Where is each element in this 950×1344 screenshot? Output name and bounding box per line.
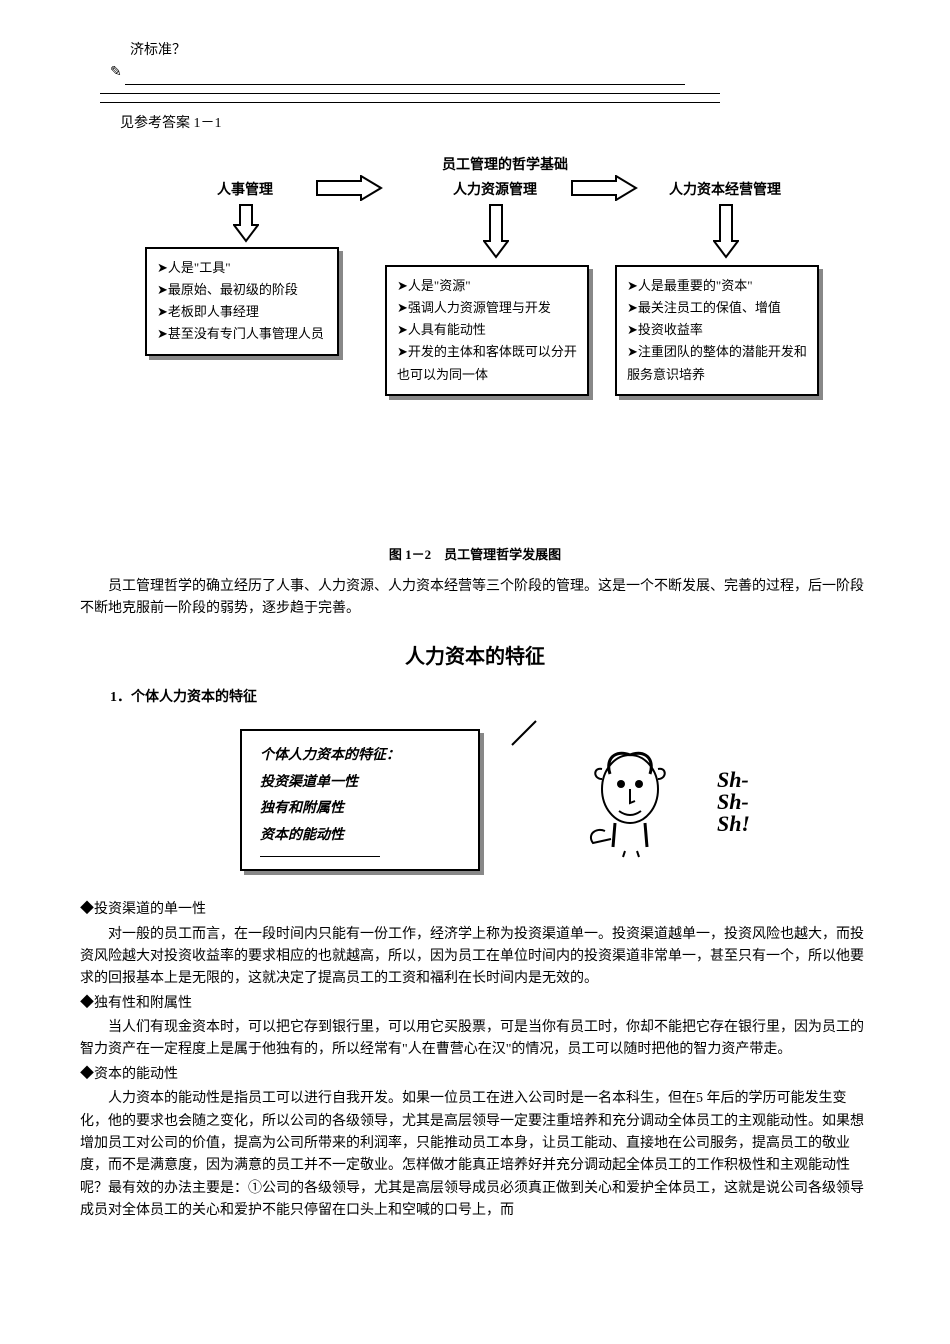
pencil-line: ✎ xyxy=(110,62,870,84)
box-col1: ➤人是"工具" ➤最原始、最初级的阶段 ➤老板即人事经理 ➤甚至没有专门人事管理… xyxy=(145,247,339,355)
paragraph: 员工管理哲学的确立经历了人事、人力资源、人力资本经营等三个阶段的管理。这是一个不… xyxy=(80,576,870,621)
feature-heading: ◆投资渠道的单一性 xyxy=(80,899,870,921)
paragraph: 对一般的员工而言，在一段时间内只能有一份工作，经济学上称为投资渠道单一。投资渠道… xyxy=(80,924,870,991)
rule-line xyxy=(100,102,720,103)
diagram-caption: 图 1－2 员工管理哲学发展图 xyxy=(80,545,870,566)
underline xyxy=(260,856,380,857)
bullet: ➤老板即人事经理 xyxy=(157,301,327,323)
paragraph: 人力资本的能动性是指员工可以进行自我开发。如果一位员工在进入公司时是一名本科生，… xyxy=(80,1088,870,1222)
bullet: ➤人是"工具" xyxy=(157,257,327,279)
box-col2: ➤人是"资源" ➤强调人力资源管理与开发 ➤人具有能动性 ➤开发的主体和客体既可… xyxy=(385,265,589,395)
ref-answer: 见参考答案 1－1 xyxy=(120,113,870,135)
bullet: ➤人具有能动性 xyxy=(397,319,577,341)
bullet: ➤人是"资源" xyxy=(397,275,577,297)
sub-title: 1．个体人力资本的特征 xyxy=(110,687,870,709)
feature-box-line: 投资渠道单一性 xyxy=(260,770,460,797)
feature-heading: ◆独有性和附属性 xyxy=(80,993,870,1015)
bullet: ➤人是最重要的"资本" xyxy=(627,275,807,297)
bullet: ➤最原始、最初级的阶段 xyxy=(157,279,327,301)
arrow-down-icon xyxy=(233,203,259,251)
bullet: ➤注重团队的整体的潜能开发和服务意识培养 xyxy=(627,341,807,385)
sh-text: Sh! xyxy=(717,813,750,835)
arrow-right-icon xyxy=(570,175,640,209)
feature-box-line: 独有和附属性 xyxy=(260,796,460,823)
arrow-down-icon xyxy=(483,203,509,267)
box-col3: ➤人是最重要的"资本" ➤最关注员工的保值、增值 ➤投资收益率 ➤注重团队的整体… xyxy=(615,265,819,395)
section-title: 人力资本的特征 xyxy=(80,641,870,673)
paragraph: 当人们有现金资本时，可以把它存到银行里，可以用它买股票，可是当你有员工时，你却不… xyxy=(80,1017,870,1062)
bullet: ➤开发的主体和客体既可以分开也可以为同一体 xyxy=(397,341,577,385)
feature-box-title: 个体人力资本的特征： xyxy=(260,743,460,770)
rule-line xyxy=(100,93,720,94)
col2-label: 人力资源管理 xyxy=(425,180,565,202)
body-text: ◆投资渠道的单一性 对一般的员工而言，在一段时间内只能有一份工作，经济学上称为投… xyxy=(80,899,870,1222)
sh-text: Sh- xyxy=(717,791,750,813)
bullet: ➤强调人力资源管理与开发 xyxy=(397,297,577,319)
sh-text: Sh- xyxy=(717,769,750,791)
col1-label: 人事管理 xyxy=(195,180,295,202)
cartoon-icon xyxy=(585,739,685,859)
cartoon: Sh- Sh- Sh! xyxy=(550,739,720,859)
arrow-down-icon xyxy=(713,203,739,267)
arrow-right-icon xyxy=(315,175,385,209)
pencil-icon: ✎ xyxy=(110,65,122,80)
feature-box-line: 资本的能动性 xyxy=(260,823,460,850)
corner-mark-icon xyxy=(510,719,540,749)
feature-heading: ◆资本的能动性 xyxy=(80,1064,870,1086)
fragment-text: 济标准？ xyxy=(130,40,870,62)
bullet: ➤最关注员工的保值、增值 xyxy=(627,297,807,319)
diagram-philosophy: 员工管理的哲学基础 人事管理 人力资源管理 人力资本经营管理 ➤人是"工具" ➤… xyxy=(125,155,825,535)
bullet: ➤甚至没有专门人事管理人员 xyxy=(157,323,327,345)
col3-label: 人力资本经营管理 xyxy=(645,180,805,202)
feature-box-wrap: 个体人力资本的特征： 投资渠道单一性 独有和附属性 资本的能动性 Sh- Sh-… xyxy=(240,719,720,889)
feature-box: 个体人力资本的特征： 投资渠道单一性 独有和附属性 资本的能动性 xyxy=(240,729,480,870)
bullet: ➤投资收益率 xyxy=(627,319,807,341)
